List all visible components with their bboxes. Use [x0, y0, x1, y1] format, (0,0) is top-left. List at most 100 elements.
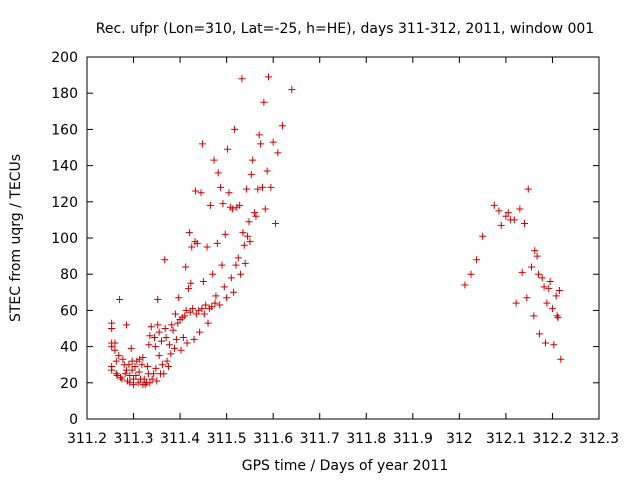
data-point: [168, 321, 176, 329]
data-point: [251, 209, 259, 217]
data-point: [150, 370, 158, 378]
data-point: [140, 375, 148, 383]
data-point: [165, 341, 173, 349]
x-tick-label: 312: [446, 431, 473, 447]
data-point: [239, 229, 247, 237]
data-point: [196, 328, 204, 336]
data-point: [108, 325, 116, 332]
data-point: [108, 366, 116, 374]
axes: 311.2 311.3 311.4 311.5 311.6 311.7 311.8 311.9…: [51, 50, 619, 447]
x-tick-label: 312.2: [532, 431, 572, 447]
data-point: [504, 209, 512, 217]
data-point: [157, 337, 165, 345]
data-point: [243, 185, 251, 193]
x-tick-label: 311.3: [113, 431, 153, 447]
data-point: [204, 319, 212, 327]
x-tick-label: 311.8: [346, 431, 386, 447]
data-point: [267, 183, 275, 191]
x-tick-label: 311.2: [67, 431, 107, 447]
data-point: [490, 201, 498, 209]
data-point: [210, 156, 218, 164]
data-point: [232, 261, 240, 269]
x-tick-label: 311.4: [160, 431, 200, 447]
y-tick-label: 140: [51, 159, 78, 175]
data-point: [171, 344, 179, 352]
data-point: [108, 343, 116, 351]
data-point: [113, 372, 121, 380]
data-point: [552, 292, 560, 300]
data-point: [177, 346, 185, 354]
x-tick-label: 311.5: [207, 431, 247, 447]
data-point: [162, 334, 170, 342]
data-point: [123, 321, 131, 329]
data-point: [278, 122, 286, 130]
x-tick-label: 311.9: [393, 431, 433, 447]
y-tick-label: 180: [51, 86, 78, 102]
data-point: [221, 230, 229, 238]
data-point: [185, 229, 193, 237]
data-point: [533, 252, 541, 260]
data-point: [216, 301, 224, 309]
data-point: [193, 239, 201, 247]
data-point: [516, 205, 524, 213]
data-point: [175, 294, 183, 302]
data-point: [255, 131, 263, 139]
data-point: [510, 216, 518, 224]
data-point: [220, 283, 228, 291]
data-point: [538, 274, 546, 282]
data-point: [179, 334, 187, 342]
data-point: [200, 310, 208, 318]
data-point: [197, 189, 205, 197]
y-tick-label: 40: [60, 340, 78, 356]
data-point: [131, 363, 139, 371]
data-point: [548, 305, 556, 313]
data-point: [121, 370, 129, 378]
data-point: [524, 185, 532, 193]
data-point: [554, 314, 562, 322]
data-point: [553, 312, 561, 320]
data-point: [246, 238, 254, 246]
data-point: [247, 171, 255, 179]
x-tick-label: 311.6: [253, 431, 293, 447]
data-point: [191, 187, 199, 195]
data-point: [258, 183, 266, 191]
data-point: [521, 220, 529, 228]
data-point: [199, 277, 207, 285]
data-point: [151, 343, 159, 351]
data-point: [209, 270, 217, 278]
data-point: [172, 335, 180, 343]
data-point: [126, 372, 134, 380]
y-tick-label: 120: [51, 195, 78, 211]
data-points: [108, 73, 565, 389]
data-point: [555, 286, 563, 294]
data-point: [241, 259, 249, 267]
data-point: [186, 308, 194, 316]
y-tick-label: 200: [51, 50, 78, 66]
data-point: [189, 305, 197, 313]
data-point: [134, 379, 142, 387]
y-axis-label: STEC from uqrg / TECUs: [8, 154, 24, 322]
data-point: [203, 243, 211, 251]
data-point: [136, 355, 144, 363]
data-point: [497, 221, 505, 229]
data-point: [224, 145, 232, 153]
y-tick-label: 0: [69, 412, 78, 428]
data-point: [546, 277, 554, 285]
data-point: [530, 312, 538, 320]
data-point: [217, 183, 225, 191]
data-point: [229, 205, 237, 213]
data-point: [479, 232, 487, 240]
data-point: [130, 381, 138, 389]
data-point: [461, 281, 469, 289]
data-point: [182, 263, 190, 271]
data-point: [261, 205, 269, 213]
data-point: [265, 73, 273, 81]
data-point: [145, 341, 153, 349]
data-point: [252, 212, 260, 220]
x-tick-label: 311.7: [300, 431, 340, 447]
data-point: [557, 355, 565, 363]
data-point: [148, 375, 156, 383]
data-point: [171, 310, 179, 318]
data-point: [212, 292, 220, 300]
data-point: [254, 185, 262, 193]
